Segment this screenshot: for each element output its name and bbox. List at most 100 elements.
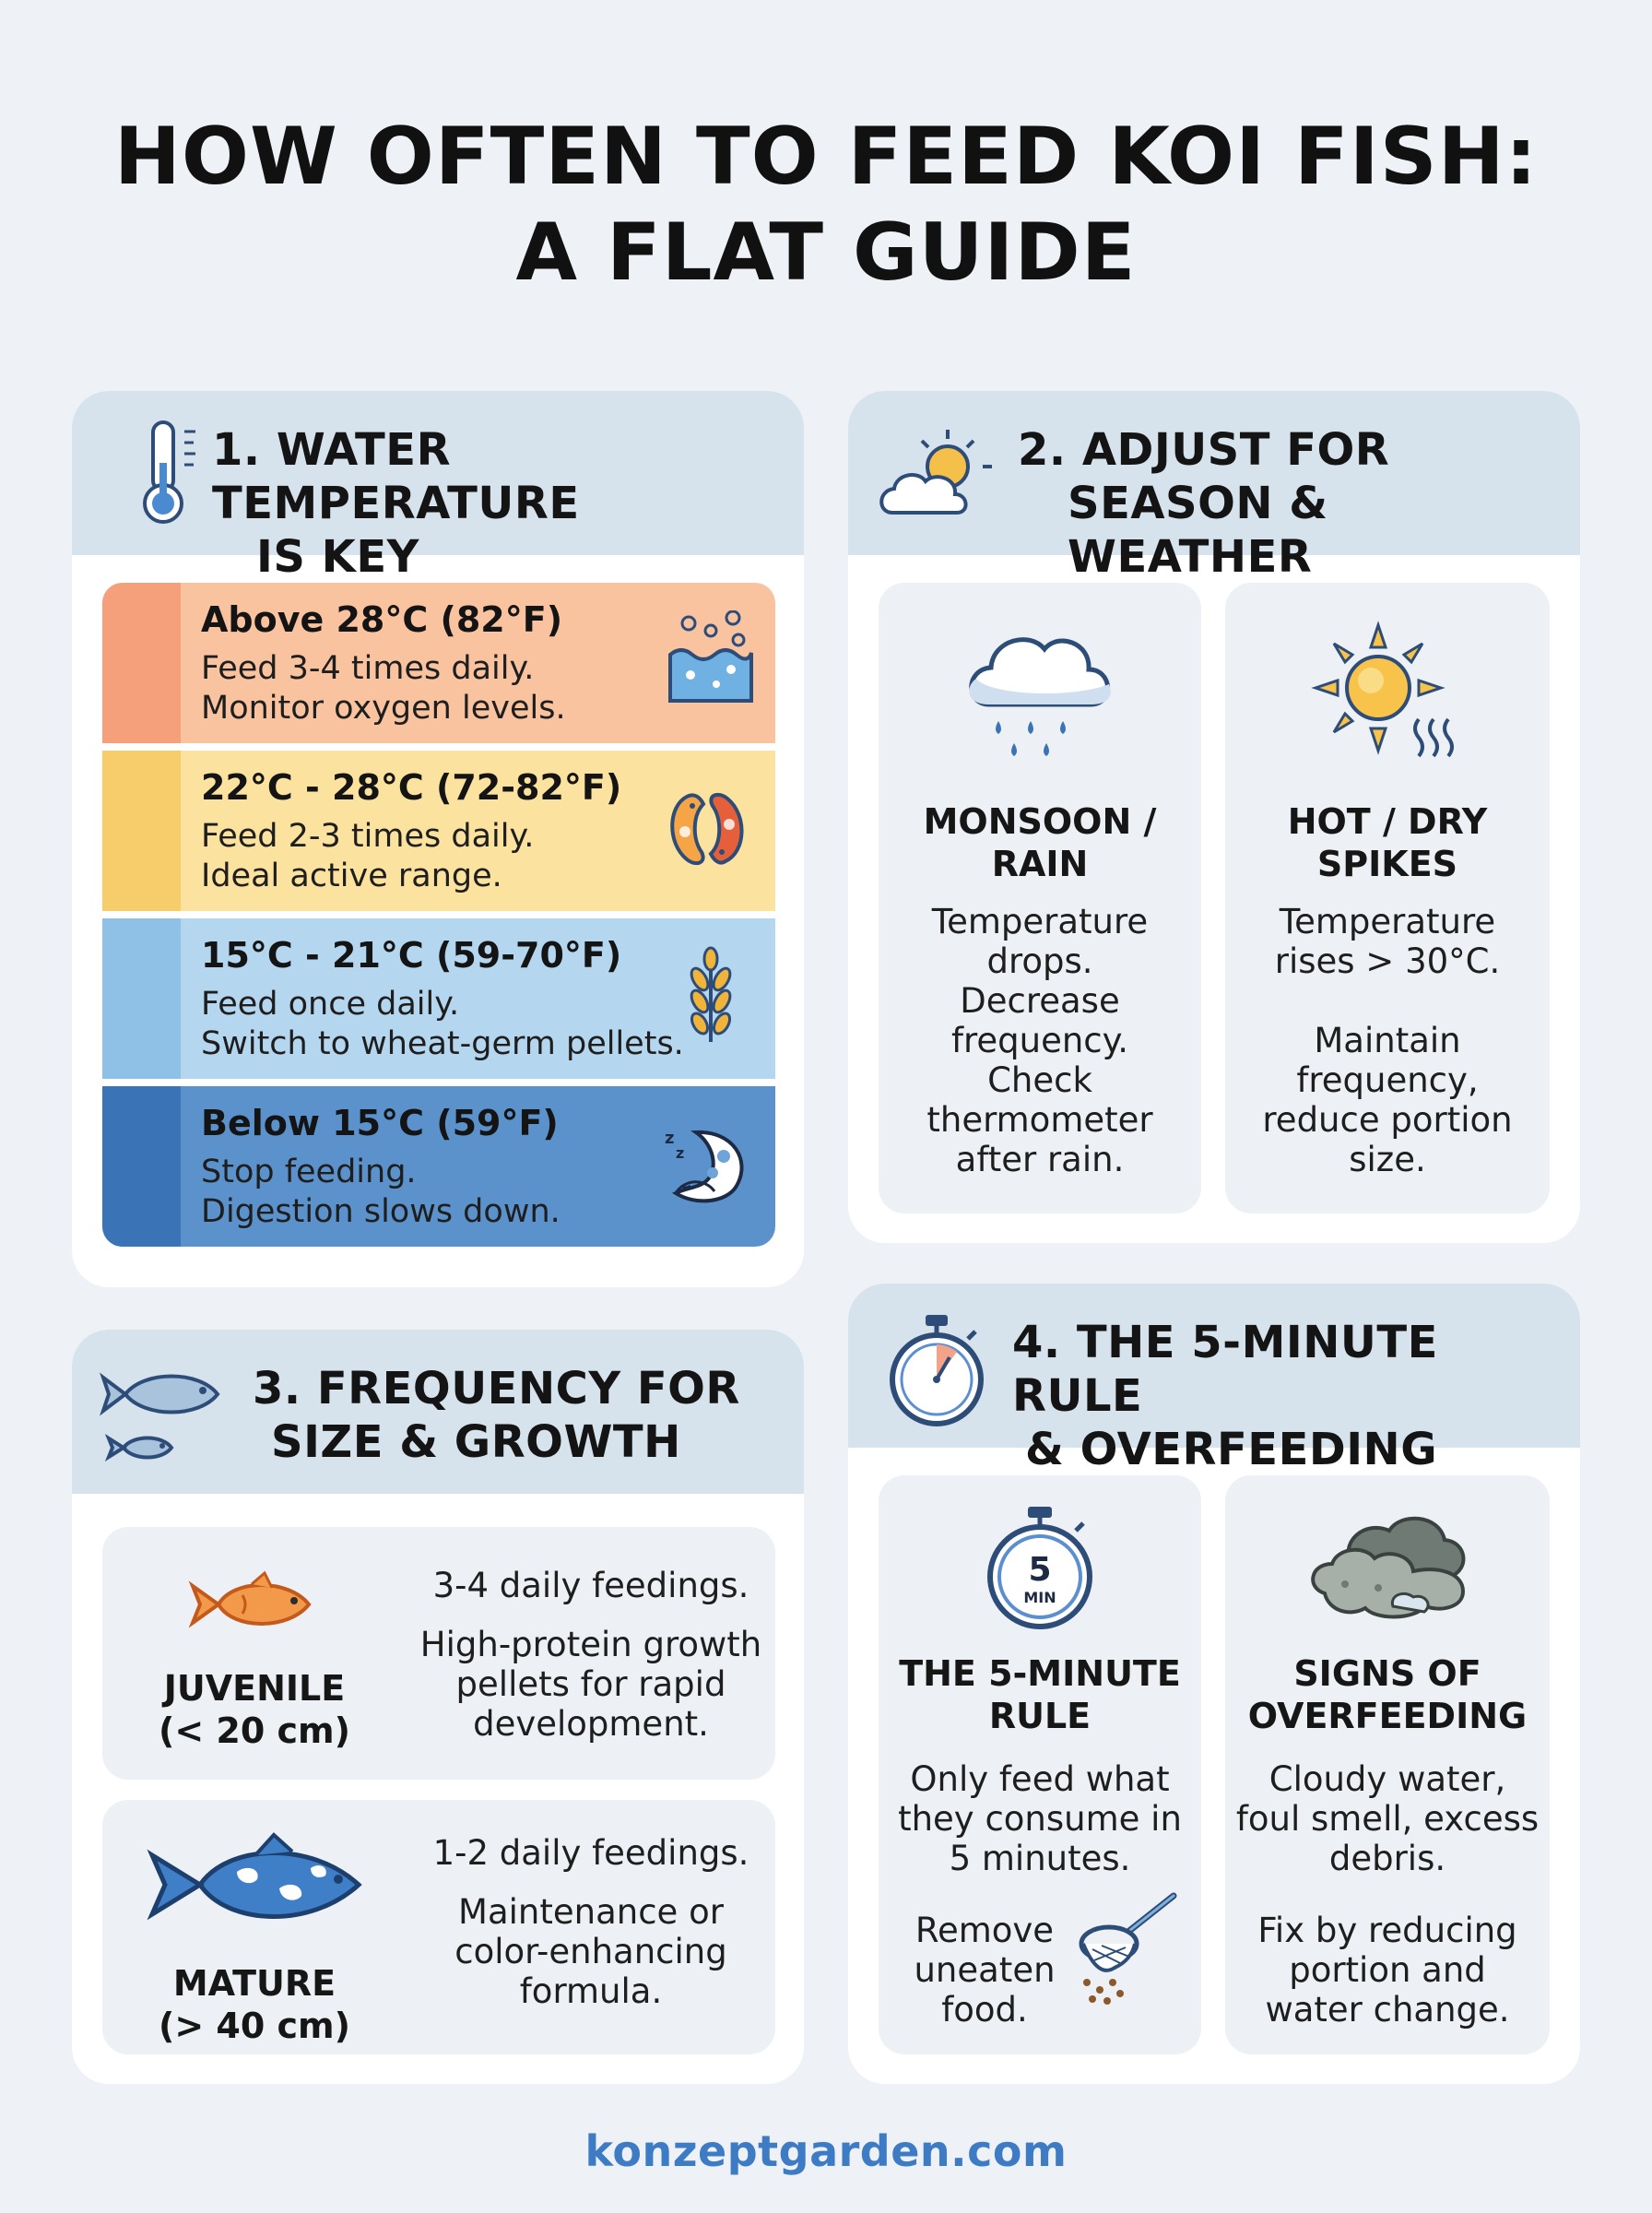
row-strip bbox=[102, 1086, 181, 1247]
bubbles-icon bbox=[668, 610, 753, 703]
text-line: Cloudy water, bbox=[1268, 1759, 1506, 1799]
orange-fish-icon bbox=[188, 1570, 312, 1628]
row-strip bbox=[102, 751, 181, 911]
text-line: Check bbox=[987, 1060, 1092, 1100]
panel-title-line-1: HOT / DRY bbox=[1287, 801, 1488, 842]
section-title-line-1: 2. ADJUST FOR bbox=[1018, 424, 1390, 476]
section-header: 1. WATER TEMPERATURE IS KEY bbox=[72, 391, 804, 583]
section-header: 4. THE 5-MINUTE RULE & OVERFEEDING bbox=[848, 1284, 1580, 1475]
panel-title-line-1: THE 5-MINUTE bbox=[899, 1653, 1181, 1694]
text-line: debris. bbox=[1328, 1839, 1446, 1878]
overfeeding-panel: SIGNS OF OVERFEEDING Cloudy water, foul … bbox=[1225, 1475, 1550, 2054]
svg-text:z: z bbox=[665, 1129, 674, 1148]
section-title-line-1: 4. THE 5-MINUTE RULE bbox=[1012, 1317, 1438, 1422]
panel-title: HOT / DRY SPIKES bbox=[1225, 800, 1550, 885]
koi-pair-icon bbox=[670, 792, 744, 866]
svg-text:z: z bbox=[676, 1144, 684, 1162]
section-title-line-1: 3. FREQUENCY FOR bbox=[253, 1363, 740, 1414]
panel-text: Only feed what they consume in 5 minutes… bbox=[879, 1759, 1201, 1878]
advice-line-2: Ideal active range. bbox=[201, 858, 502, 894]
temperature-advice: Stop feeding. Digestion slows down. bbox=[201, 1153, 560, 1232]
advice-line-2: Switch to wheat-germ pellets. bbox=[201, 1025, 684, 1062]
text-line: thermometer bbox=[926, 1100, 1153, 1140]
size-label-line-1: JUVENILE bbox=[163, 1668, 346, 1709]
advice-line-2: Monitor oxygen levels. bbox=[201, 690, 566, 727]
feeding-detail: High-protein growth pellets for rapid de… bbox=[407, 1625, 775, 1744]
title-line-1: HOW OFTEN TO FEED KOI FISH: bbox=[113, 111, 1539, 203]
remove-food-text: Remove uneaten food. bbox=[879, 1911, 1091, 2030]
section-title-line-1: 1. WATER TEMPERATURE bbox=[212, 424, 580, 529]
row-strip bbox=[102, 918, 181, 1079]
panel-text: Temperature drops. Decrease frequency. C… bbox=[879, 902, 1201, 1179]
blue-koi-icon bbox=[147, 1832, 362, 1921]
advice-line-1: Feed once daily. bbox=[201, 986, 460, 1023]
text-line: Maintain bbox=[1314, 1021, 1461, 1060]
water-temperature-card: 1. WATER TEMPERATURE IS KEY Above 28°C (… bbox=[72, 391, 804, 1287]
panel-title-line-2: OVERFEEDING bbox=[1247, 1696, 1528, 1736]
temperature-range: 22°C - 28°C (72-82°F) bbox=[201, 767, 622, 808]
temperature-range: 15°C - 21°C (59-70°F) bbox=[201, 935, 622, 976]
text-line: Decrease bbox=[960, 981, 1120, 1021]
temperature-advice: Feed 3-4 times daily. Monitor oxygen lev… bbox=[201, 649, 566, 728]
detail-line: development. bbox=[473, 1704, 709, 1744]
section-title-line-2: SEASON & WEATHER bbox=[1068, 478, 1328, 583]
wheat-icon bbox=[690, 946, 732, 1042]
text-line: portion and bbox=[1289, 1950, 1486, 1990]
temperature-advice: Feed once daily. Switch to wheat-germ pe… bbox=[201, 985, 684, 1064]
feeding-detail: Maintenance or color-enhancing formula. bbox=[407, 1892, 775, 2011]
thermometer-icon bbox=[143, 420, 195, 524]
panel-text: Cloudy water, foul smell, excess debris. bbox=[1225, 1759, 1550, 1878]
section-header: 3. FREQUENCY FOR SIZE & GROWTH bbox=[72, 1330, 804, 1494]
section-title-line-2: & OVERFEEDING bbox=[1025, 1424, 1438, 1475]
feeding-frequency: 3-4 daily feedings. bbox=[432, 1566, 749, 1605]
panel-title-line-1: MONSOON / bbox=[923, 801, 1157, 842]
detail-line: Maintenance or bbox=[458, 1892, 724, 1932]
five-minute-rule-panel: 5 MIN THE 5-MINUTE RULE Only feed what t… bbox=[879, 1475, 1201, 2054]
text-line: reduce portion bbox=[1262, 1100, 1513, 1140]
sun-cloud-icon bbox=[879, 430, 992, 515]
detail-line: formula. bbox=[519, 1971, 663, 2011]
text-line: foul smell, excess bbox=[1235, 1799, 1540, 1839]
panel-title-line-2: RAIN bbox=[991, 844, 1089, 884]
size-label-line-2: (< 20 cm) bbox=[158, 1710, 351, 1751]
net-icon bbox=[1079, 1892, 1177, 2005]
advice-line-1: Stop feeding. bbox=[201, 1154, 417, 1190]
text-line: uneaten bbox=[914, 1950, 1056, 1990]
section-header: 2. ADJUST FOR SEASON & WEATHER bbox=[848, 391, 1580, 583]
text-line: frequency, bbox=[1296, 1060, 1479, 1100]
section-title: 3. FREQUENCY FOR SIZE & GROWTH bbox=[253, 1362, 740, 1469]
text-line: frequency. bbox=[950, 1021, 1129, 1060]
temperature-row-hot: Above 28°C (82°F) Feed 3-4 times daily. … bbox=[102, 583, 775, 743]
mature-row: MATURE (> 40 cm) 1-2 daily feedings. Mai… bbox=[102, 1800, 775, 2054]
title-line-2: A FLAT GUIDE bbox=[515, 207, 1137, 299]
text-line: rises > 30°C. bbox=[1274, 941, 1501, 981]
timer-unit: MIN bbox=[1023, 1589, 1056, 1606]
website-link[interactable]: konzeptgarden.com bbox=[584, 2126, 1068, 2176]
text-line: food. bbox=[941, 1990, 1028, 2030]
section-title-line-2: SIZE & GROWTH bbox=[271, 1416, 681, 1468]
size-label-line-2: (> 40 cm) bbox=[158, 2006, 351, 2046]
advice-line-2: Digestion slows down. bbox=[201, 1193, 560, 1230]
stopwatch-icon bbox=[890, 1315, 984, 1426]
text-line: Temperature bbox=[1279, 902, 1496, 941]
juvenile-row: JUVENILE (< 20 cm) 3-4 daily feedings. H… bbox=[102, 1527, 775, 1780]
text-line: Only feed what bbox=[910, 1759, 1170, 1799]
murky-water-icon bbox=[1311, 1516, 1466, 1619]
temperature-row-cool: 15°C - 21°C (59-70°F) Feed once daily. S… bbox=[102, 918, 775, 1079]
hot-sun-icon bbox=[1311, 621, 1454, 758]
temperature-range: Below 15°C (59°F) bbox=[201, 1103, 559, 1143]
panel-title: MONSOON / RAIN bbox=[879, 800, 1201, 885]
temperature-row-cold: Below 15°C (59°F) Stop feeding. Digestio… bbox=[102, 1086, 775, 1247]
section-title: 2. ADJUST FOR SEASON & WEATHER bbox=[1018, 423, 1580, 584]
text-line: after rain. bbox=[955, 1140, 1125, 1179]
sleeping-fish-icon: z z bbox=[665, 1129, 744, 1203]
advice-line-1: Feed 3-4 times daily. bbox=[201, 650, 535, 687]
detail-line: High-protein growth bbox=[419, 1625, 762, 1664]
text-line: water change. bbox=[1265, 1990, 1510, 2030]
panel-title-line-1: SIGNS OF bbox=[1293, 1653, 1481, 1694]
size-label: MATURE (> 40 cm) bbox=[102, 1962, 407, 2047]
section-title: 4. THE 5-MINUTE RULE & OVERFEEDING bbox=[1012, 1316, 1580, 1476]
advice-line-1: Feed 2-3 times daily. bbox=[201, 818, 535, 855]
text-line bbox=[1225, 981, 1550, 1021]
size-label: JUVENILE (< 20 cm) bbox=[102, 1667, 407, 1752]
